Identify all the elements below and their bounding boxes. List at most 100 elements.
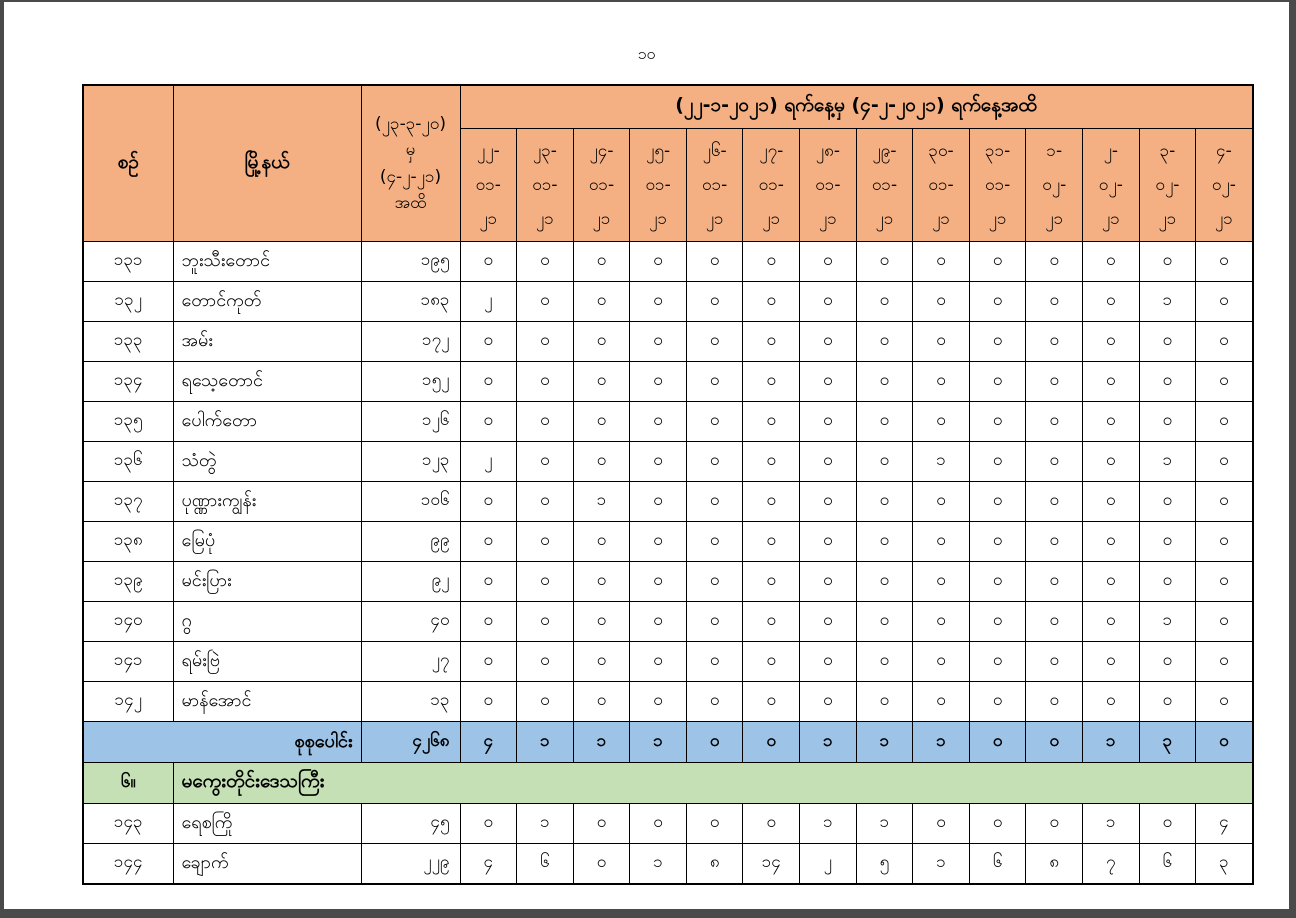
daily-value-cell: ၀ [1082, 561, 1140, 602]
daily-value-cell: ၀ [685, 401, 744, 442]
township-row: ၁၃၂ တောင်ကုတ် ၁၈၃၂၀၀၀၀၀၀၀၀၀၀၀၁၀ [82, 281, 1253, 322]
township-cell: မာန်အောင် [172, 681, 362, 722]
daily-value-cell: ၀ [459, 241, 518, 282]
daily-value-cell: ၀ [685, 641, 744, 682]
daily-value-cell: ၀ [968, 601, 1027, 642]
daily-value-cell: ၄ [459, 843, 518, 885]
cumulative-cell: ၄၅ [360, 803, 461, 844]
serial-column-header: စဉ် [82, 84, 174, 242]
daily-value-cell: ၈ [1025, 843, 1084, 885]
daily-value-cell: ၀ [742, 681, 801, 722]
daily-value-cell: ၀ [1025, 361, 1084, 402]
township-row: ၁၄၀ ဂွ ၄၀၀၀၀၀၀၀၀၀၀၀၀၀၁၀ [82, 601, 1253, 642]
daily-value-cell: ၁ [1138, 601, 1197, 642]
daily-value-cell: ၁ [912, 441, 970, 482]
daily-value-cell: ၁ [855, 803, 914, 844]
total-daily-cell: ၁ [516, 721, 574, 763]
total-daily-cell: ၁ [855, 721, 914, 763]
daily-value-cell: ၀ [799, 321, 857, 362]
township-daily-cases-table: စဉ် မြို့နယ် (၂၃-၃-၂၀) မှ (၄-၂-၂၁) အထိ (… [82, 84, 1254, 885]
daily-value-cell: ၀ [968, 361, 1027, 402]
date-column-header: ၂၇- ၀၁- ၂၁ [742, 128, 801, 242]
cumulative-cell: ၉၂ [360, 561, 461, 602]
daily-value-cell: ၀ [968, 441, 1027, 482]
daily-value-cell: ၀ [855, 361, 914, 402]
daily-value-cell: ၀ [968, 641, 1027, 682]
township-row: ၁၄၃ ရေစကြို ၄၅၀၁၀၀၀၀၁၁၀၀၀၁၀၄ [82, 803, 1253, 844]
daily-value-cell: ၀ [968, 281, 1027, 322]
date-column-header: ၂၉- ၀၁- ၂၁ [855, 128, 914, 242]
daily-value-cell: ၀ [912, 561, 970, 602]
daily-value-cell: ၀ [572, 321, 631, 362]
daily-value-cell: ၀ [855, 521, 914, 562]
serial-cell: ၁၃၇ [82, 481, 174, 522]
daily-value-cell: ၀ [516, 521, 574, 562]
daily-value-cell: ၀ [1025, 481, 1084, 522]
daily-value-cell: ၀ [459, 361, 518, 402]
daily-value-cell: ၀ [912, 281, 970, 322]
section-serial-cell: ၆။ [82, 762, 174, 804]
daily-value-cell: ၀ [799, 441, 857, 482]
township-cell: ပေါက်တော [172, 401, 362, 442]
daily-value-cell: ၀ [799, 401, 857, 442]
daily-value-cell: ၀ [572, 803, 631, 844]
daily-value-cell: ၀ [516, 361, 574, 402]
cumulative-cell: ၁၅၂ [360, 361, 461, 402]
daily-value-cell: ၀ [912, 401, 970, 442]
total-daily-cell: ၁ [572, 721, 631, 763]
daily-value-cell: ၀ [742, 521, 801, 562]
daily-value-cell: ၀ [799, 361, 857, 402]
date-column-header: ၂၂- ၀၁- ၂၁ [459, 128, 518, 242]
cumulative-cell: ၁၃ [360, 681, 461, 722]
daily-value-cell: ၀ [1138, 641, 1197, 682]
date-column-header: ၃၀- ၀၁- ၂၁ [912, 128, 970, 242]
daily-value-cell: ၀ [629, 803, 687, 844]
total-daily-cell: ၁ [629, 721, 687, 763]
daily-value-cell: ၀ [1138, 481, 1197, 522]
daily-value-cell: ၀ [855, 321, 914, 362]
township-cell: မင်းပြား [172, 561, 362, 602]
daily-value-cell: ၀ [629, 441, 687, 482]
daily-value-cell: ၀ [685, 601, 744, 642]
daily-value-cell: ၀ [742, 601, 801, 642]
daily-value-cell: ၀ [459, 321, 518, 362]
total-daily-cell: ၀ [968, 721, 1027, 763]
daily-value-cell: ၁ [572, 481, 631, 522]
daily-value-cell: ၀ [742, 401, 801, 442]
daily-value-cell: ၀ [1082, 321, 1140, 362]
daily-value-cell: ၀ [742, 241, 801, 282]
daily-value-cell: ၀ [742, 441, 801, 482]
daily-value-cell: ၀ [1195, 361, 1253, 402]
township-row: ၁၃၈ မြေပုံ ၉၉၀၀၀၀၀၀၀၀၀၀၀၀၀၀ [82, 521, 1253, 562]
daily-value-cell: ၄ [1195, 803, 1253, 844]
township-row: ၁၃၃ အမ်း ၁၇၂၀၀၀၀၀၀၀၀၀၀၀၀၀၀ [82, 321, 1253, 362]
township-row: ၁၃၁ ဘူးသီးတောင် ၁၉၅၀၀၀၀၀၀၀၀၀၀၀၀၀၀ [82, 241, 1253, 282]
daily-value-cell: ၀ [1138, 321, 1197, 362]
daily-value-cell: ၀ [912, 361, 970, 402]
daily-value-cell: ၀ [1195, 281, 1253, 322]
daily-value-cell: ၀ [799, 561, 857, 602]
daily-value-cell: ၀ [1025, 561, 1084, 602]
serial-cell: ၁၄၁ [82, 641, 174, 682]
date-column-header: ၂၃- ၀၁- ၂၁ [516, 128, 574, 242]
daily-value-cell: ၀ [742, 361, 801, 402]
daily-value-cell: ၀ [685, 803, 744, 844]
daily-value-cell: ၀ [1195, 481, 1253, 522]
daily-value-cell: ၀ [1025, 521, 1084, 562]
daily-value-cell: ၀ [629, 481, 687, 522]
cumulative-cell: ၁၂၃ [360, 441, 461, 482]
township-row: ၁၃၅ ပေါက်တော ၁၂၆၀၀၀၀၀၀၀၀၀၀၀၀၀၀ [82, 401, 1253, 442]
daily-value-cell: ၀ [1195, 561, 1253, 602]
daily-value-cell: ၀ [912, 641, 970, 682]
daily-value-cell: ၀ [459, 521, 518, 562]
daily-value-cell: ၀ [1195, 681, 1253, 722]
total-daily-cell: ၃ [1138, 721, 1197, 763]
daily-value-cell: ၀ [1082, 681, 1140, 722]
daily-value-cell: ၀ [799, 481, 857, 522]
daily-value-cell: ၀ [629, 601, 687, 642]
daily-value-cell: ၀ [855, 601, 914, 642]
total-daily-cell: ၁ [799, 721, 857, 763]
daily-value-cell: ၀ [855, 281, 914, 322]
table-body: ၁၃၁ ဘူးသီးတောင် ၁၉၅၀၀၀၀၀၀၀၀၀၀၀၀၀၀၁၃၂ တောင်က… [82, 241, 1253, 885]
daily-value-cell: ၀ [912, 803, 970, 844]
